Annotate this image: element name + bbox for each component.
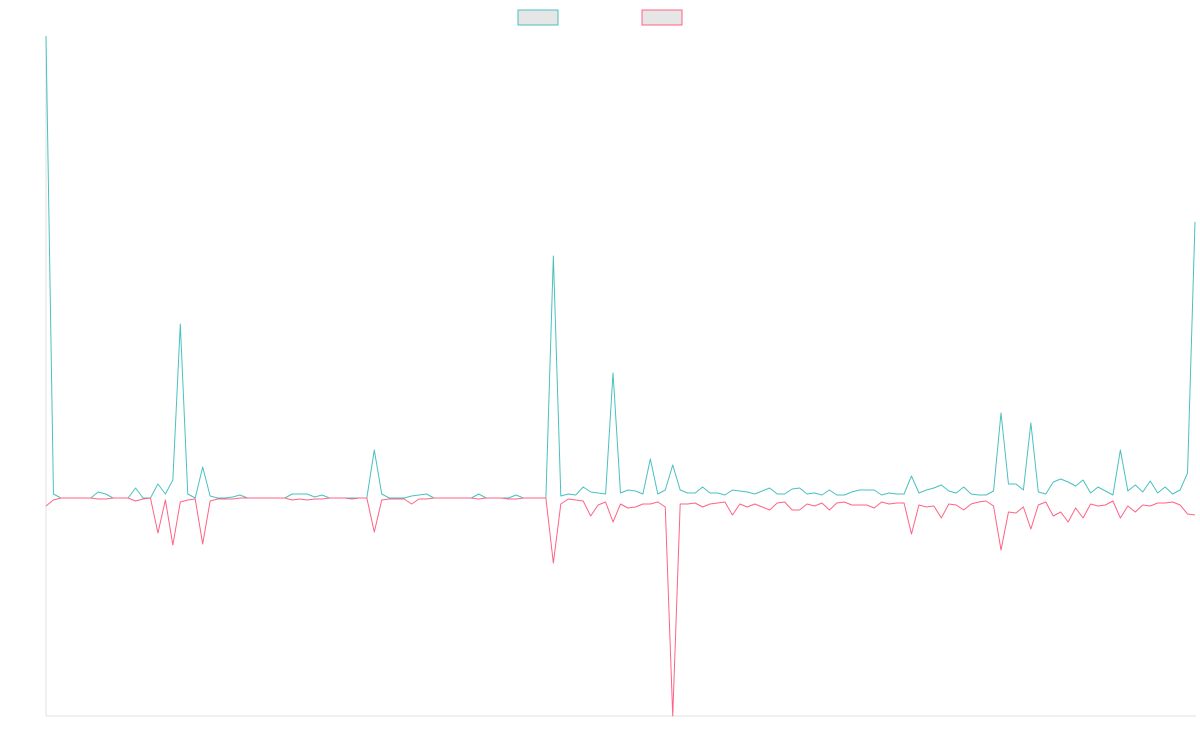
legend-swatch <box>641 9 683 26</box>
series-line <box>45 497 1196 717</box>
series-line <box>45 35 1196 499</box>
legend-swatch <box>517 9 559 26</box>
